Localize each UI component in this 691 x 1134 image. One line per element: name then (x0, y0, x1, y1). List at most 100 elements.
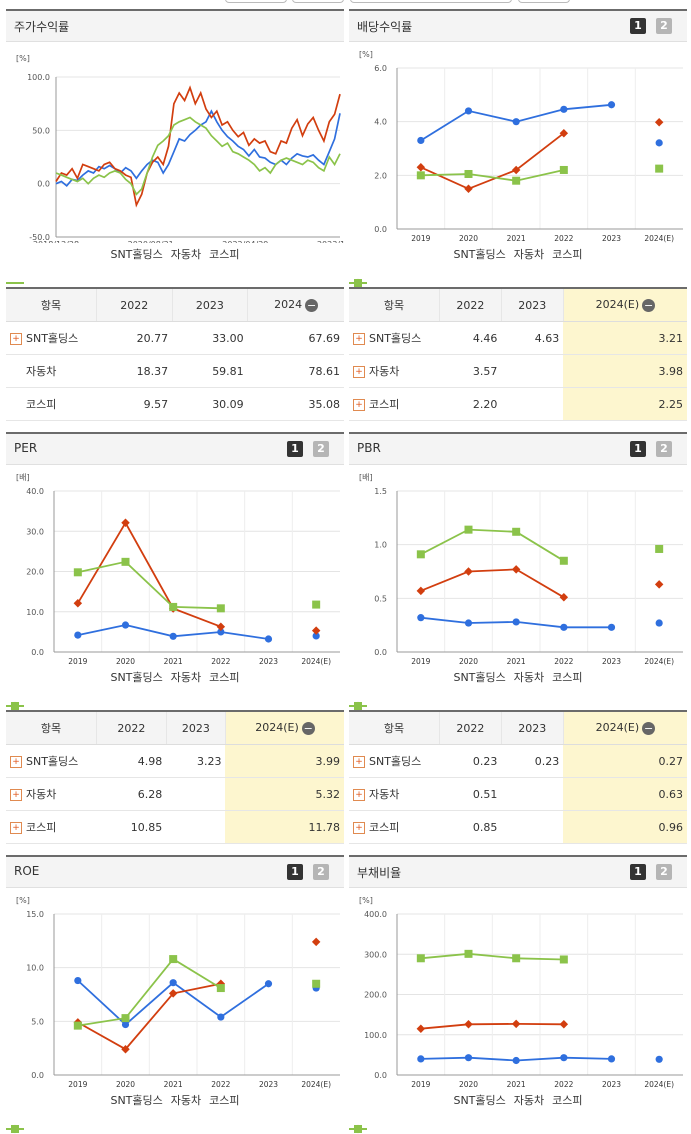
legend-label: 코스피 (209, 671, 240, 684)
legend-item-kospi[interactable]: 코스피 (349, 1094, 583, 1133)
snt-series-line (77, 979, 270, 1026)
value-cell: 3.23 (166, 744, 226, 778)
panel-title: PER (14, 441, 38, 455)
expand-icon[interactable]: + (353, 756, 365, 768)
collapse-icon[interactable]: − (305, 298, 319, 312)
top-tab[interactable] (518, 0, 570, 3)
expand-icon[interactable]: + (353, 333, 365, 345)
legend-item-auto[interactable]: 자동차 (6, 248, 201, 284)
expand-icon[interactable]: + (10, 822, 22, 834)
column-header: 2023 (171, 289, 248, 322)
column-header-label: 2024(E) (595, 721, 640, 735)
legend-item-kospi[interactable]: 코스피 (6, 671, 240, 710)
auto-point (311, 937, 321, 947)
column-header-label: 2022 (456, 298, 485, 312)
legend-item-auto[interactable]: 자동차 (6, 1094, 201, 1134)
legend-item-snt[interactable]: SNT홀딩스 (349, 1094, 506, 1133)
panel-header: 부채비율 1 2 (349, 857, 687, 888)
top-tab[interactable] (292, 0, 344, 3)
page-1-button[interactable]: 1 (287, 441, 303, 457)
row-name: 코스피 (369, 821, 400, 834)
expand-icon[interactable]: + (10, 756, 22, 768)
y-tick-label: 400.0 (364, 910, 387, 919)
x-tick-label: 2023/12/28 (317, 240, 344, 243)
kospi-series-line (420, 952, 564, 961)
legend-item-kospi[interactable]: 코스피 (6, 1094, 240, 1133)
legend-item-snt[interactable]: SNT홀딩스 (6, 671, 163, 710)
y-tick-label: 2.0 (374, 171, 387, 180)
expand-icon[interactable]: + (10, 333, 22, 345)
page-2-button[interactable]: 2 (656, 18, 672, 34)
panel-title: 부채비율 (357, 866, 402, 880)
row-name: SNT홀딩스 (26, 755, 79, 768)
expand-icon[interactable]: + (10, 789, 22, 801)
chart-legend: SNT홀딩스 자동차 코스피 (6, 1092, 344, 1134)
table-row: + 코스피 2.20 2.25 (349, 387, 687, 421)
panel-title: ROE (14, 864, 40, 878)
legend-item-auto[interactable]: 자동차 (349, 671, 544, 711)
kospi-series-line (77, 560, 221, 610)
x-tick-label: 2021 (164, 657, 183, 666)
auto-point (511, 565, 521, 574)
legend-item-snt[interactable]: SNT홀딩스 (6, 248, 163, 284)
snt-point (417, 1055, 425, 1063)
page-1-button[interactable]: 1 (630, 18, 646, 34)
page-1-button[interactable]: 1 (287, 864, 303, 880)
legend-item-snt[interactable]: SNT홀딩스 (349, 248, 506, 287)
legend-item-kospi[interactable]: 코스피 (6, 248, 240, 284)
expand-icon[interactable]: + (353, 366, 365, 378)
page-1-button[interactable]: 1 (630, 441, 646, 457)
panel-title: 주가수익률 (14, 20, 70, 34)
y-axis-unit: [배] (359, 473, 373, 482)
legend-label: SNT홀딩스 (453, 1094, 506, 1107)
legend-marker (349, 279, 367, 287)
legend-item-auto[interactable]: 자동차 (6, 671, 201, 711)
value-cell: 0.23 (439, 744, 502, 778)
table-row: + SNT홀딩스 4.46 4.63 3.21 (349, 321, 687, 355)
page-1-button[interactable]: 1 (630, 864, 646, 880)
legend-item-auto[interactable]: 자동차 (349, 1094, 544, 1134)
collapse-icon[interactable]: − (642, 721, 656, 735)
column-header-label: 2022 (117, 721, 146, 735)
column-header: 2023 (500, 712, 564, 745)
snt-point (264, 635, 273, 643)
table-row: + 코스피 10.85 11.78 (6, 810, 344, 844)
page-2-button[interactable]: 2 (656, 864, 672, 880)
value-cell: 0.85 (439, 810, 502, 844)
x-tick-label: 2022 (211, 1080, 230, 1089)
page-2-button[interactable]: 2 (313, 441, 329, 457)
panel-header: 배당수익률 1 2 (349, 11, 687, 42)
column-header-label: 항목 (40, 299, 62, 312)
table-row: + 자동차 0.51 0.63 (349, 777, 687, 811)
row-name-cell: + 자동차 (6, 777, 97, 811)
auto-point (464, 567, 473, 576)
page-2-button[interactable]: 2 (656, 441, 672, 457)
top-tab[interactable] (350, 0, 512, 3)
column-header: 2023 (500, 289, 564, 322)
legend-item-auto[interactable]: 자동차 (349, 248, 544, 288)
row-name: SNT홀딩스 (26, 332, 79, 345)
legend-label: 코스피 (552, 671, 583, 684)
column-header-label: 2024(E) (595, 298, 640, 312)
collapse-icon[interactable]: − (301, 721, 315, 735)
legend-item-kospi[interactable]: 코스피 (349, 248, 583, 287)
kospi-point (559, 556, 568, 565)
column-header: 항목 (349, 289, 440, 322)
auto-point (416, 163, 426, 172)
legend-item-kospi[interactable]: 코스피 (349, 671, 583, 710)
top-tab[interactable] (225, 0, 287, 3)
row-name: 코스피 (26, 398, 57, 411)
y-tick-label: 0.0 (374, 648, 387, 657)
collapse-icon[interactable]: − (642, 298, 656, 312)
snt-point (560, 105, 568, 113)
column-header: 2024− (247, 289, 344, 322)
x-tick-label: 2020 (459, 234, 478, 243)
expand-icon[interactable]: + (353, 789, 365, 801)
expand-icon[interactable]: + (353, 822, 365, 834)
panel-header: PER 1 2 (6, 434, 344, 465)
legend-item-snt[interactable]: SNT홀딩스 (6, 1094, 163, 1133)
expand-icon[interactable]: + (353, 399, 365, 411)
legend-item-snt[interactable]: SNT홀딩스 (349, 671, 506, 710)
page-2-button[interactable]: 2 (313, 864, 329, 880)
kospi-point (312, 979, 321, 988)
